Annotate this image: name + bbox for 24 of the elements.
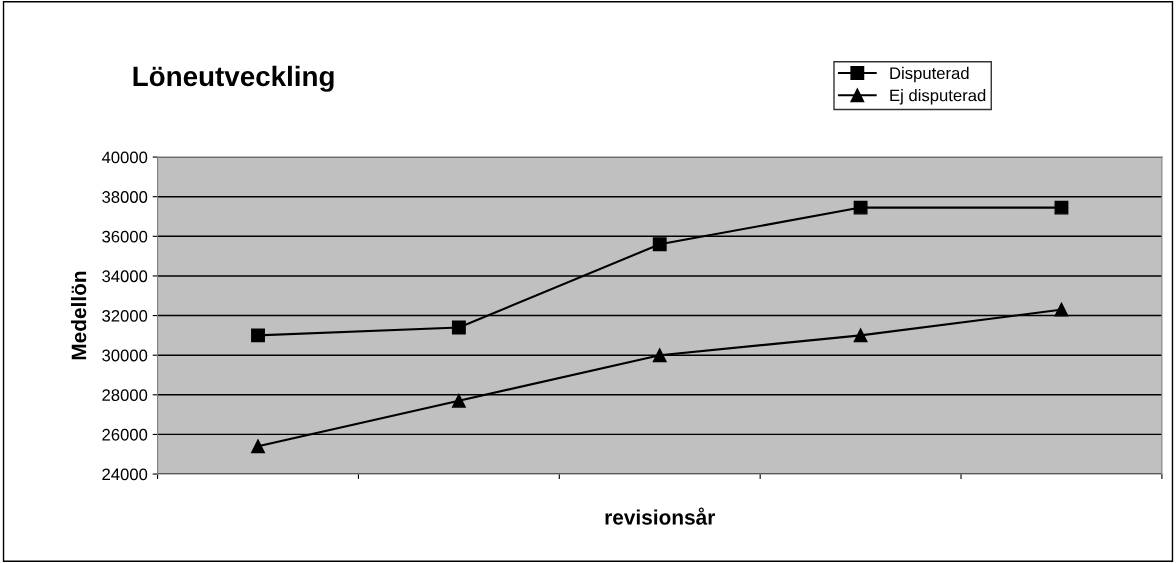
y-tick-label: 36000	[102, 230, 148, 243]
y-tick-label: 26000	[102, 428, 148, 441]
y-axis-title: Medellön	[70, 271, 87, 360]
y-tick-label: 40000	[101, 151, 148, 164]
point	[652, 237, 667, 252]
x-axis-title: revisionsår	[605, 507, 716, 525]
point	[251, 439, 265, 454]
point	[1054, 200, 1069, 215]
y-tick-label: 34000	[102, 270, 148, 283]
point	[652, 348, 667, 363]
y-tick-label: 30000	[102, 349, 148, 362]
point	[451, 393, 466, 408]
point	[251, 328, 265, 343]
legend-label: Ej disputerad	[890, 89, 986, 105]
point	[853, 328, 868, 343]
y-tick-label: 24000	[102, 468, 148, 481]
y-tick-label: 32000	[102, 309, 148, 322]
y-tick-label: 38000	[102, 191, 148, 203]
legend-label: Disputerad	[890, 66, 969, 83]
point	[1054, 302, 1069, 317]
chart-title: Löneutveckling	[133, 65, 334, 92]
point	[853, 200, 868, 215]
point	[451, 320, 466, 335]
y-tick-label: 28000	[102, 389, 148, 402]
